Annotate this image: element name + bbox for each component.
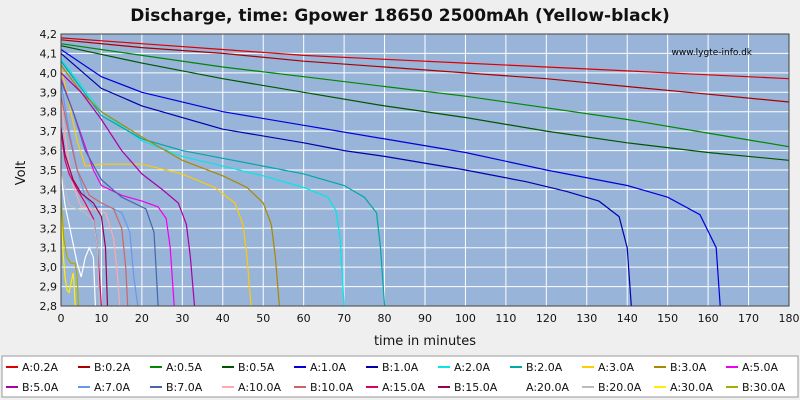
y-tick-label: 3,7 (40, 125, 58, 138)
y-tick-label: 3,5 (40, 164, 58, 177)
x-axis-label: time in minutes (374, 334, 476, 349)
x-tick-label: 140 (617, 312, 638, 325)
x-tick-label: 60 (297, 312, 311, 325)
series-line-a-0-2a (60, 37, 790, 80)
legend-label: A:20.0A (526, 381, 570, 394)
series-line-b-7-0a (60, 80, 159, 307)
y-tick-label: 4,2 (40, 28, 58, 41)
legend-label: A:2.0A (454, 361, 491, 374)
x-tick-label: 100 (455, 312, 476, 325)
legend-label: B:3.0A (670, 361, 707, 374)
legend-label: A:30.0A (670, 381, 714, 394)
x-tick-label: 170 (738, 312, 759, 325)
legend-label: B:1.0A (382, 361, 419, 374)
series-line-a-10-0a (60, 101, 121, 307)
y-tick-label: 3,9 (40, 86, 58, 99)
series-line-b-5-0a (60, 72, 196, 307)
y-tick-label: 3,3 (40, 203, 58, 216)
x-tick-label: 160 (698, 312, 719, 325)
series-line-a-20-0a (60, 173, 96, 307)
x-tick-label: 30 (175, 312, 189, 325)
x-tick-label: 180 (779, 312, 800, 325)
plot-frame (60, 33, 790, 307)
y-tick-label: 3,8 (40, 106, 58, 119)
legend-label: B:0.5A (238, 361, 275, 374)
series-line-b-30-0a (60, 199, 79, 307)
legend-label: A:1.0A (310, 361, 347, 374)
y-axis-label: Volt (14, 161, 29, 186)
series-line-a-30-0a (60, 208, 76, 307)
y-tick-label: 3,1 (40, 242, 58, 255)
y-tick-label: 4,0 (40, 67, 58, 80)
chart-title: Discharge, time: Gpower 18650 2500mAh (Y… (130, 6, 669, 26)
series-line-b-0-5a (60, 45, 790, 161)
legend-label: A:3.0A (598, 361, 635, 374)
x-tick-label: 40 (216, 312, 230, 325)
legend-label: B:5.0A (22, 381, 59, 394)
legend-label: A:0.2A (22, 361, 59, 374)
x-tick-label: 0 (58, 312, 65, 325)
x-tick-label: 150 (657, 312, 678, 325)
x-tick-label: 110 (495, 312, 516, 325)
watermark-text: www.lygte-info.dk (672, 48, 753, 58)
legend-box (1, 355, 799, 398)
series-line-a-5-0a (60, 78, 175, 307)
series-line-a-0-5a (60, 43, 790, 148)
legend: A:0.2A B:0.2A A:0.5A B:0.5A A:1.0A B:1.0A A:2.… (1, 355, 799, 398)
legend-label: A:7.0A (94, 381, 131, 394)
series-line-b-1-0a (60, 52, 632, 307)
y-tick-label: 4,1 (40, 47, 58, 60)
y-tick-label: 3,6 (40, 145, 58, 158)
x-tick-label: 130 (576, 312, 597, 325)
y-tick-label: 3,2 (40, 222, 58, 235)
y-tick-label: 3,0 (40, 261, 58, 274)
series-line-b-20-0a (60, 169, 100, 307)
series-line-a-3-0a (60, 66, 252, 307)
y-tick-label: 2,8 (40, 300, 58, 313)
legend-label: B:15.0A (454, 381, 498, 394)
x-axis-ticks: 0 10 20 30 40 50 60 70 80 90 100 110 120 130 140 150 160… (58, 312, 800, 325)
legend-label: B:7.0A (166, 381, 203, 394)
legend-label: A:10.0A (238, 381, 282, 394)
series-line-b-3-0a (60, 64, 280, 307)
x-tick-label: 10 (94, 312, 108, 325)
x-tick-label: 70 (337, 312, 351, 325)
legend-label: A:15.0A (382, 381, 426, 394)
x-tick-label: 80 (378, 312, 392, 325)
series-line-b-0-2a (60, 39, 790, 103)
legend-label: A:0.5A (166, 361, 203, 374)
legend-label: B:30.0A (742, 381, 786, 394)
x-tick-label: 90 (418, 312, 432, 325)
y-tick-label: 2,9 (40, 281, 58, 294)
series-line-a-1-0a (60, 49, 721, 307)
legend-label: B:20.0A (598, 381, 642, 394)
y-tick-label: 3,4 (40, 183, 58, 196)
legend-label: B:0.2A (94, 361, 131, 374)
series-line-b-15-0a (60, 127, 109, 307)
x-tick-label: 120 (536, 312, 557, 325)
legend-label: B:10.0A (310, 381, 354, 394)
x-tick-label: 50 (256, 312, 270, 325)
y-axis-ticks: 2,8 2,9 3,0 3,1 3,2 3,3 3,4 3,5 3,6 3,7 3,8 3,9 4,0 4… (40, 28, 58, 313)
series-line-b-2-0a (60, 60, 386, 307)
plot-area (60, 33, 790, 307)
series-line-b-10-0a (60, 96, 129, 307)
legend-label: A:5.0A (742, 361, 779, 374)
legend-label: B:2.0A (526, 361, 563, 374)
x-tick-label: 20 (135, 312, 149, 325)
